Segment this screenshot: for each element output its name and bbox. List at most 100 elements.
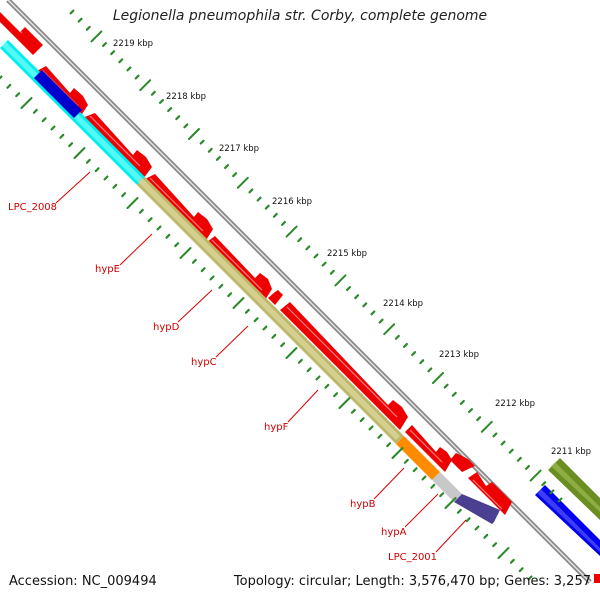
tick-mark xyxy=(244,308,250,314)
tick-mark xyxy=(427,367,433,373)
tick-mark xyxy=(324,383,330,389)
tick-mark xyxy=(207,147,213,153)
gene-label-text[interactable]: hypF xyxy=(264,422,289,433)
tick-mark xyxy=(334,274,347,287)
forward-gene-arrow xyxy=(450,453,475,472)
blue-gene-bar xyxy=(34,70,82,118)
tick-mark xyxy=(306,367,312,373)
gene-hyp-highlight xyxy=(137,177,400,440)
tick-mark xyxy=(253,317,259,323)
forward-gene-arrow xyxy=(0,12,43,55)
tick-mark xyxy=(150,90,156,96)
forward-strand-genes[interactable] xyxy=(0,12,512,515)
gene-label-hypA[interactable]: hypA xyxy=(381,493,439,538)
gene-label-hypB[interactable]: hypB xyxy=(350,467,405,510)
tick-labels: 2219 kbp 2218 kbp 2217 kbp 2216 kbp 2215 kbp… xyxy=(113,39,591,457)
tick-mark xyxy=(77,17,83,23)
gene-label-hypD[interactable]: hypD xyxy=(153,289,213,333)
tick-mark xyxy=(188,128,200,140)
tick-mark xyxy=(20,97,33,109)
gene-label-hypF[interactable]: hypF xyxy=(264,389,319,433)
tick-mark xyxy=(483,533,489,539)
tick-mark xyxy=(370,310,376,316)
tick-mark xyxy=(134,74,140,80)
tick-mark xyxy=(232,172,238,178)
tick-mark xyxy=(94,167,100,173)
tick-mark xyxy=(459,399,465,405)
gene-hypA-bar xyxy=(432,472,462,502)
position-marker xyxy=(594,574,600,583)
tick-mark xyxy=(443,383,449,389)
tick-mark xyxy=(444,497,457,509)
gene-label-text[interactable]: LPC_2008 xyxy=(8,202,57,213)
tick-mark xyxy=(419,359,425,365)
tick-mark xyxy=(439,492,445,498)
tick-mark xyxy=(362,302,368,308)
tick-label: 2212 kbp xyxy=(495,399,535,409)
tick-mark xyxy=(378,318,384,324)
tick-mark xyxy=(451,391,457,397)
reverse-strand-genes[interactable] xyxy=(0,40,600,556)
tick-mark xyxy=(350,408,356,414)
tick-mark xyxy=(218,283,224,289)
tick-mark xyxy=(90,30,103,43)
gene-label-text[interactable]: hypB xyxy=(350,499,376,510)
forward-gene-arrow xyxy=(82,113,152,179)
tick-mark xyxy=(524,464,530,470)
summary-text: Topology: circular; Length: 3,576,470 bp… xyxy=(233,574,591,589)
label-leader-line xyxy=(177,289,213,323)
tick-label: 2214 kbp xyxy=(383,299,423,309)
gene-label-text[interactable]: hypC xyxy=(191,357,217,368)
tick-mark xyxy=(321,261,327,267)
tick-mark xyxy=(456,508,462,514)
tick-mark xyxy=(500,440,506,446)
label-leader-line xyxy=(55,171,91,204)
tick-label: 2213 kbp xyxy=(439,350,479,360)
gene-labels[interactable]: LPC_2008 hypE hypD hypC hypF hypB hypA LPC_2001 xyxy=(8,171,467,563)
tick-mark xyxy=(430,483,436,489)
gene-label-LPC_2008[interactable]: LPC_2008 xyxy=(8,171,91,213)
tick-label: 2211 kbp xyxy=(551,447,591,457)
gene-label-text[interactable]: hypE xyxy=(95,264,120,275)
tick-mark xyxy=(118,58,124,64)
tick-mark xyxy=(85,158,91,164)
tick-mark xyxy=(280,220,286,226)
tick-mark xyxy=(497,547,510,559)
tick-track-inner xyxy=(0,75,533,581)
tick-mark xyxy=(167,107,173,113)
tick-mark xyxy=(121,192,127,198)
tick-mark xyxy=(147,217,153,223)
label-leader-line xyxy=(373,467,405,500)
forward-gene-arrow xyxy=(468,472,512,515)
gene-label-text[interactable]: hypD xyxy=(153,322,180,333)
gene-label-hypC[interactable]: hypC xyxy=(191,325,249,368)
gene-label-text[interactable]: LPC_2001 xyxy=(388,552,437,563)
tick-mark xyxy=(59,133,65,139)
tick-mark xyxy=(509,558,515,564)
tick-mark xyxy=(280,342,286,348)
gene-label-LPC_2001[interactable]: LPC_2001 xyxy=(388,519,467,563)
tick-mark xyxy=(432,372,444,384)
gene-label-hypE[interactable]: hypE xyxy=(95,233,153,275)
tick-mark xyxy=(516,456,522,462)
tick-mark xyxy=(305,245,311,251)
label-leader-line xyxy=(287,389,319,423)
forward-gene-arrow xyxy=(268,290,283,305)
tick-mark xyxy=(394,334,400,340)
tick-track-outer xyxy=(69,9,563,503)
label-leader-line xyxy=(215,325,249,358)
tick-mark xyxy=(262,325,268,331)
tick-mark xyxy=(527,575,533,581)
tick-mark xyxy=(492,542,498,548)
tick-mark xyxy=(333,392,339,398)
tick-mark xyxy=(480,420,493,433)
gene-LPC_2001-bar xyxy=(454,494,500,524)
tick-mark xyxy=(465,517,471,523)
tick-mark xyxy=(386,442,392,448)
tick-mark xyxy=(377,433,383,439)
tick-mark xyxy=(272,212,278,218)
tick-mark xyxy=(354,294,360,300)
tick-mark xyxy=(518,567,524,573)
gene-label-text[interactable]: hypA xyxy=(381,527,407,538)
